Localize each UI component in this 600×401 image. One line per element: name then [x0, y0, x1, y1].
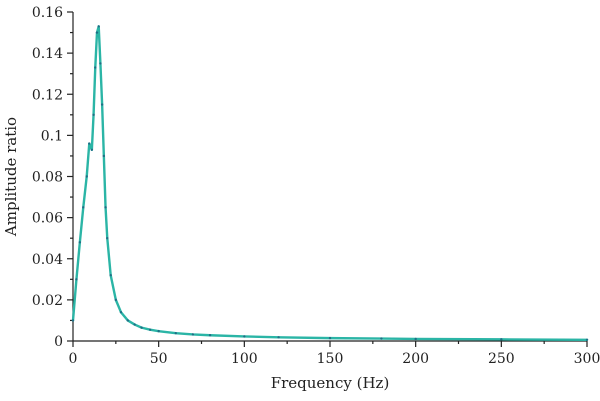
- y-tick-label: 0.14: [32, 46, 63, 62]
- data-point: [140, 326, 143, 329]
- data-point: [97, 25, 100, 28]
- series-line: [71, 25, 589, 341]
- x-axis-title: Frequency (Hz): [271, 374, 390, 392]
- data-point: [328, 336, 332, 340]
- data-point: [82, 206, 85, 209]
- data-point: [114, 298, 118, 302]
- data-point: [133, 323, 136, 326]
- data-point: [100, 103, 104, 106]
- y-tick-label: 0.1: [41, 128, 63, 144]
- data-point: [243, 335, 246, 338]
- y-tick-label: 0.02: [32, 293, 63, 309]
- y-tick-label: 0.08: [32, 170, 63, 186]
- data-point: [380, 337, 383, 340]
- data-point: [71, 319, 75, 322]
- data-point: [157, 329, 160, 333]
- y-tick-label: 0.12: [32, 87, 63, 103]
- data-point: [99, 62, 102, 65]
- data-point: [500, 338, 503, 341]
- y-tick-label: 0.06: [32, 211, 63, 227]
- x-tick-label: 300: [574, 351, 600, 367]
- data-point: [94, 66, 97, 69]
- data-point: [92, 113, 95, 117]
- x-tick-label: 200: [402, 351, 429, 367]
- data-point: [148, 328, 152, 331]
- data-point: [102, 154, 106, 158]
- data-point: [126, 319, 130, 322]
- y-tick-label: 0.16: [32, 5, 63, 21]
- data-point: [414, 337, 417, 341]
- x-tick-label: 50: [150, 351, 168, 367]
- data-point: [88, 142, 91, 145]
- data-point: [90, 148, 94, 151]
- data-point: [75, 278, 78, 281]
- data-point: [191, 333, 195, 336]
- data-point: [585, 338, 589, 341]
- data-point: [208, 334, 212, 337]
- data-point: [106, 236, 109, 240]
- data-point: [85, 175, 88, 178]
- x-tick-label: 100: [231, 351, 258, 367]
- y-tick-label: 0.04: [32, 252, 63, 268]
- x-tick-label: 250: [488, 351, 515, 367]
- data-point: [277, 336, 280, 339]
- data-point: [78, 241, 82, 244]
- data-point: [104, 206, 107, 209]
- data-point: [95, 31, 99, 34]
- y-tick-label: 0: [54, 334, 63, 350]
- y-axis-title: Amplitude ratio: [2, 117, 20, 237]
- data-point: [174, 331, 177, 335]
- data-point: [109, 274, 112, 277]
- data-point: [119, 311, 123, 314]
- x-tick-label: 150: [317, 351, 344, 367]
- x-tick-label: 0: [69, 351, 78, 367]
